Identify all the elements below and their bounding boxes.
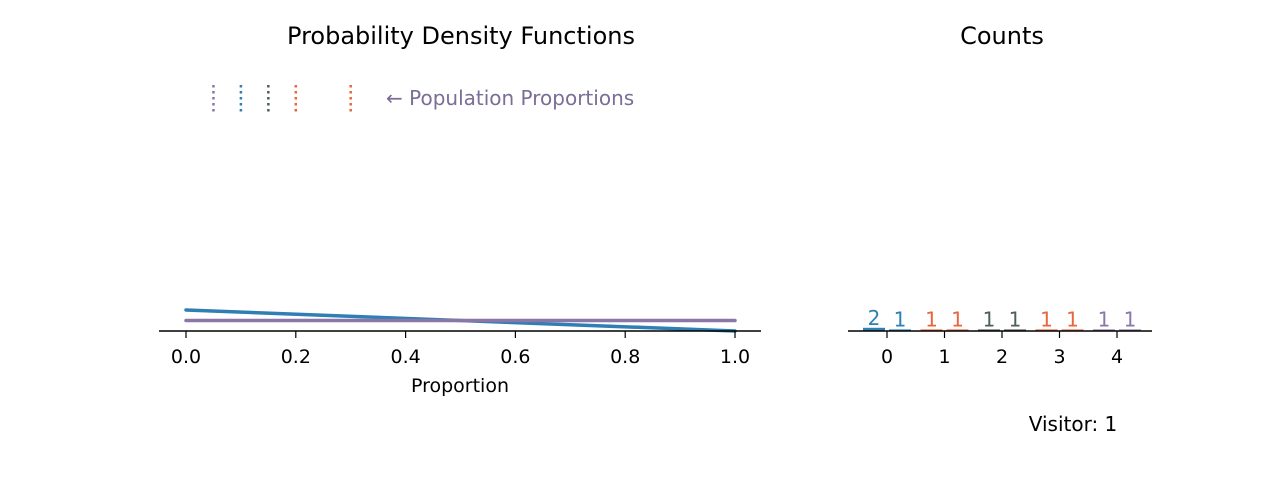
count-bar-2-1: [1004, 329, 1026, 331]
count-bar-0-1: [889, 329, 911, 331]
counts-title: Counts: [960, 22, 1044, 50]
counts-x-tick-label-3: 3: [1053, 346, 1065, 368]
count-bar-label-0-1: 1: [894, 307, 907, 331]
pdf-title: Probability Density Functions: [287, 22, 635, 50]
count-bar-3-1: [1061, 329, 1084, 331]
pdf-x-tick-label-2: 0.4: [390, 346, 420, 368]
count-bar-4-0: [1093, 329, 1115, 331]
count-bar-2-0: [978, 329, 1000, 331]
pdf-x-tick-label-0: 0.0: [171, 346, 201, 368]
pdf-x-ticks: 0.0 0.2 0.4 0.6 0.8 1.0: [171, 331, 750, 368]
pdf-x-tick-label-4: 0.8: [610, 346, 640, 368]
count-bar-label-4-1: 1: [1124, 307, 1137, 331]
pdf-x-tick-label-1: 0.2: [281, 346, 311, 368]
population-proportions-annotation: ← Population Proportions: [386, 86, 634, 110]
counts-x-tick-label-1: 1: [938, 346, 950, 368]
pdf-x-tick-label-3: 0.6: [500, 346, 530, 368]
count-bar-label-1-0: 1: [925, 307, 938, 331]
pdf-x-axis-label: Proportion: [411, 375, 509, 397]
pdf-curves: [184, 308, 737, 333]
counts-x-tick-label-0: 0: [881, 346, 893, 368]
count-bar-label-2-1: 1: [1009, 307, 1022, 331]
count-bar-1-0: [920, 329, 943, 331]
count-bar-label-1-1: 1: [951, 307, 964, 331]
counts-x-tick-label-2: 2: [996, 346, 1008, 368]
counts-x-tick-label-4: 4: [1111, 346, 1123, 368]
count-bar-0-0: [863, 327, 885, 331]
visitor-label: Visitor: 1: [1029, 412, 1118, 436]
count-bar-3-0: [1035, 329, 1058, 331]
pdf-panel: Probability Density Functions ← Populati…: [159, 22, 761, 397]
count-bar-label-2-0: 1: [983, 307, 996, 331]
population-proportion-markers: [212, 85, 352, 114]
count-bar-label-4-0: 1: [1098, 307, 1111, 331]
pdf-x-tick-label-5: 1.0: [720, 346, 750, 368]
count-bar-4-1: [1119, 329, 1141, 331]
count-bar-label-0-0: 2: [868, 306, 881, 330]
count-bar-1-1: [946, 329, 969, 331]
count-bar-label-3-0: 1: [1040, 307, 1053, 331]
count-bar-label-3-1: 1: [1066, 307, 1079, 331]
counts-x-ticks: 0 1 2 3 4: [881, 331, 1123, 368]
